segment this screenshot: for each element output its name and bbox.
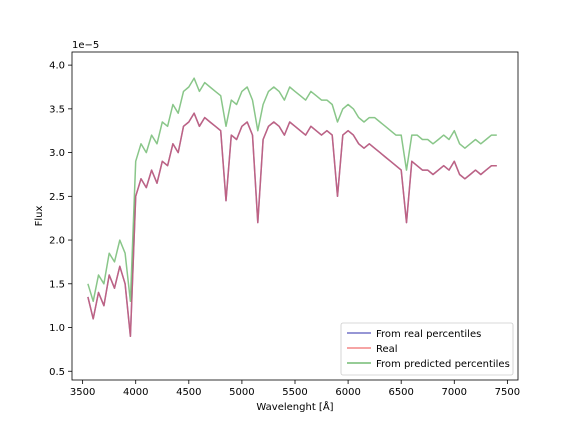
y-axis: 0.5 1.0 1.5 2.0 2.5 3.0 3.5 4.0 <box>49 61 72 378</box>
y-tick-label: 0.5 <box>49 367 65 378</box>
x-tick-label: 7500 <box>495 387 520 398</box>
legend-label-predicted-percentiles: From predicted percentiles <box>376 359 510 370</box>
y-tick-label: 1.5 <box>49 279 65 290</box>
x-tick-label: 4000 <box>123 387 148 398</box>
series-layer <box>87 77 497 338</box>
x-tick-label: 5000 <box>229 387 254 398</box>
series-line-1 <box>87 112 497 338</box>
y-tick-label: 3.5 <box>49 104 65 115</box>
legend-label-real-percentiles: From real percentiles <box>376 329 481 340</box>
x-tick-label: 7000 <box>442 387 467 398</box>
x-tick-label: 4500 <box>176 387 201 398</box>
legend-label-real: Real <box>376 344 398 355</box>
series-line-2 <box>87 77 497 303</box>
x-axis-label: Wavelenght [Å] <box>256 400 333 413</box>
y-tick-label: 3.0 <box>49 148 65 159</box>
legend-box <box>340 322 514 376</box>
y-tick-label: 4.0 <box>49 61 65 72</box>
x-tick-label: 6500 <box>388 387 413 398</box>
x-axis: 3500 4000 4500 5000 5500 6000 6500 7000 7500 <box>70 380 520 398</box>
x-tick-label: 6000 <box>335 387 360 398</box>
legend: From real percentiles Real From predicte… <box>340 322 514 376</box>
x-tick-label: 5500 <box>282 387 307 398</box>
y-tick-label: 1.0 <box>49 323 65 334</box>
y-tick-label: 2.5 <box>49 192 65 203</box>
y-offset-text: 1e−5 <box>72 40 99 51</box>
y-tick-label: 2.0 <box>49 236 65 247</box>
y-axis-label: Flux <box>34 206 45 227</box>
x-tick-label: 3500 <box>70 387 95 398</box>
